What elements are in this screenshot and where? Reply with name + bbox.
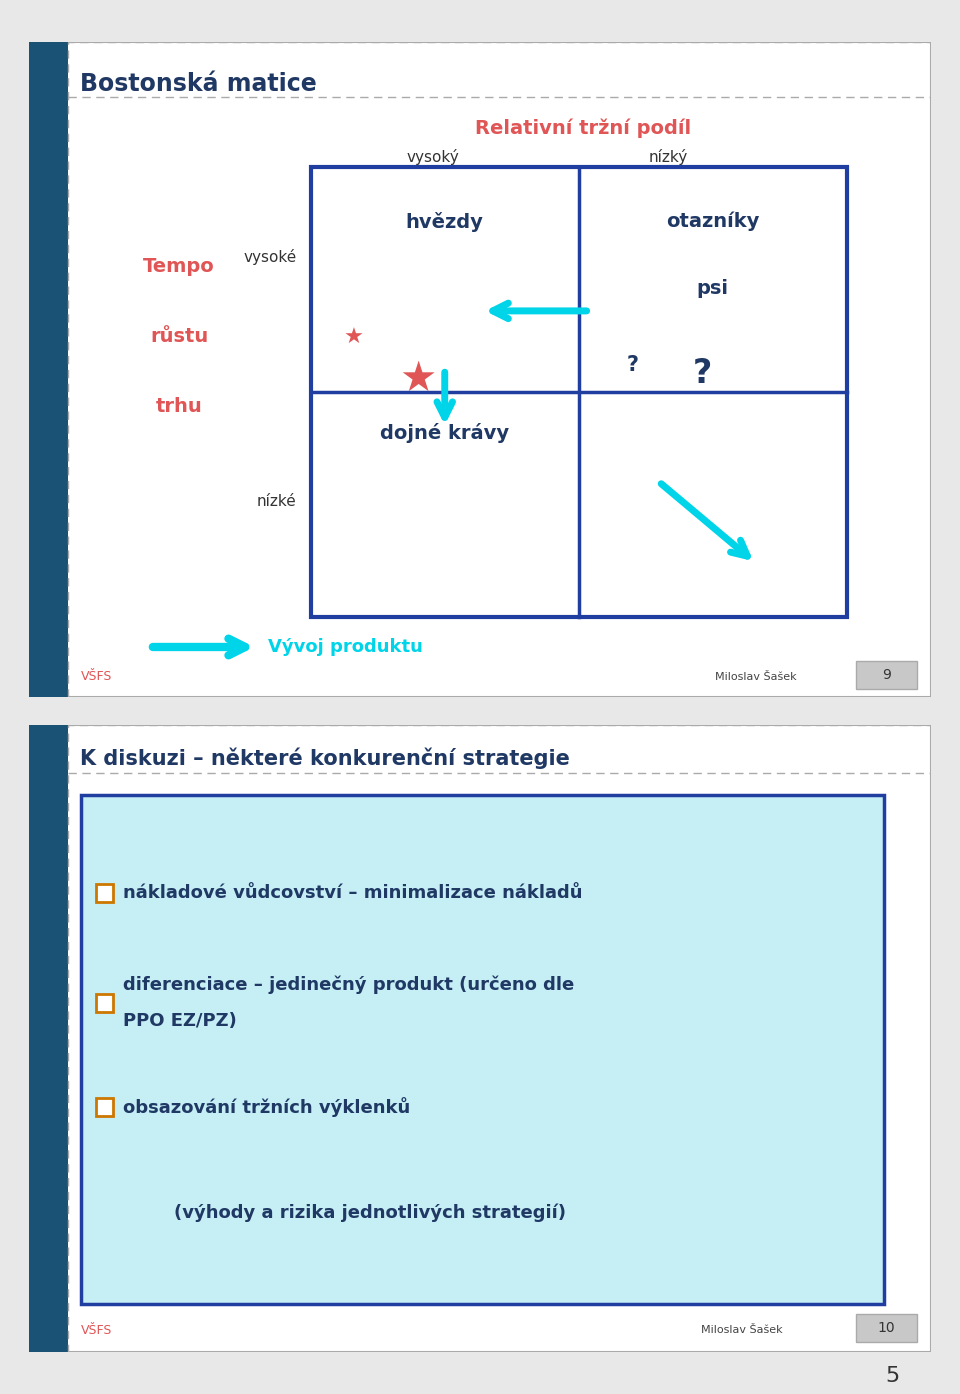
Text: ★: ★ [399,357,437,400]
Bar [96,884,113,902]
Text: K diskuzi – některé konkurenční strategie: K diskuzi – některé konkurenční strategi… [81,747,570,769]
Text: ?: ? [626,355,638,375]
Text: růstu: růstu [150,328,208,346]
Text: psi: psi [697,279,729,298]
Text: vysoké: vysoké [244,250,297,265]
Text: PPO EZ/PZ): PPO EZ/PZ) [123,1012,236,1030]
Text: VŠFS: VŠFS [81,1324,112,1337]
Text: VŠFS: VŠFS [81,671,112,683]
Bar [311,167,847,618]
Text: nízký: nízký [648,149,687,164]
Bar [29,725,68,1352]
Bar [856,661,917,689]
Text: nízké: nízké [257,495,297,509]
Text: obsazování tržních výklenků: obsazování tržních výklenků [123,1097,410,1118]
Bar [856,1315,917,1342]
Text: ?: ? [692,357,711,390]
Text: nákladové vůdcovství – minimalizace nákladů: nákladové vůdcovství – minimalizace nákl… [123,884,583,902]
Text: 9: 9 [881,668,891,682]
Text: 5: 5 [886,1366,900,1386]
Text: vysoký: vysoký [407,149,460,164]
Text: diferenciace – jedinečný produkt (určeno dle: diferenciace – jedinečný produkt (určeno… [123,976,574,994]
Text: Bostonská matice: Bostonská matice [81,72,317,96]
Text: Tempo: Tempo [143,258,215,276]
Text: Miloslav Šašek: Miloslav Šašek [715,672,797,682]
Text: Vývoj produktu: Vývoj produktu [268,638,422,657]
Text: (výhody a rizika jednotlivých strategií): (výhody a rizika jednotlivých strategií) [175,1203,566,1221]
Text: Relativní tržní podíl: Relativní tržní podíl [475,118,691,138]
Bar [96,994,113,1012]
Text: trhu: trhu [156,397,203,417]
Text: hvězdy: hvězdy [406,212,484,231]
Bar [81,795,884,1305]
Text: ★: ★ [344,328,364,348]
Text: otazníky: otazníky [666,212,759,231]
Bar [96,1098,113,1117]
Bar [29,42,68,697]
Text: 10: 10 [877,1322,895,1335]
Text: Miloslav Šašek: Miloslav Šašek [701,1326,782,1335]
Text: dojné krávy: dojné krávy [380,424,510,443]
